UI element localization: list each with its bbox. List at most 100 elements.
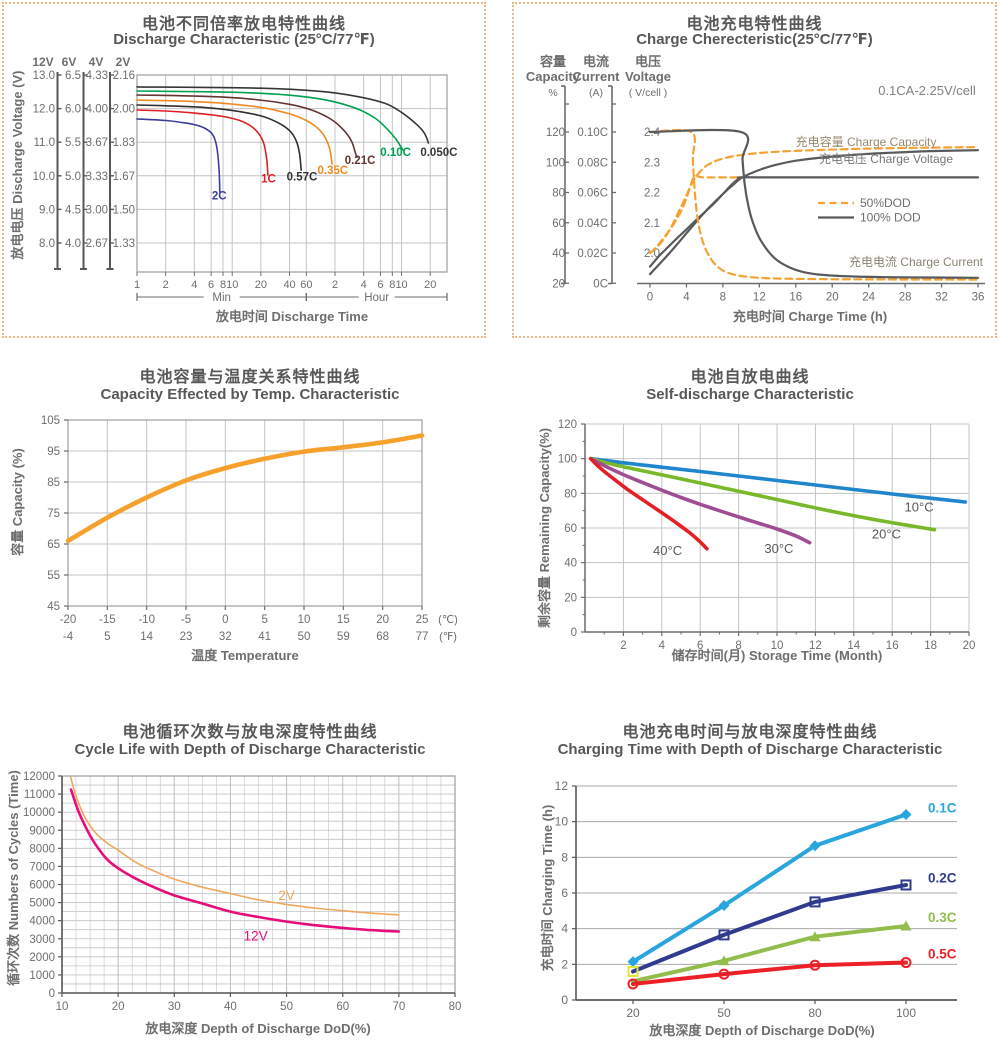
cycle-life-chart-panel: 电池循环次数与放电深度特性曲线 Cycle Life with Depth of… (0, 700, 500, 1043)
svg-text:40: 40 (224, 1001, 237, 1013)
svg-text:1.83: 1.83 (113, 137, 135, 149)
svg-text:1000: 1000 (29, 970, 55, 982)
svg-text:0.1CA-2.25V/cell: 0.1CA-2.25V/cell (878, 83, 976, 98)
self-discharge-curve-30°C: 30°C (589, 456, 812, 556)
marker-diamond (809, 840, 821, 852)
svg-text:0.35C: 0.35C (318, 165, 349, 177)
discharge-title-en: Discharge Characteristic (25°C/77℉) (113, 31, 375, 48)
svg-text:0.10C: 0.10C (380, 147, 411, 159)
svg-text:15: 15 (337, 614, 350, 626)
svg-text:充电电流 Charge Current: 充电电流 Charge Current (849, 254, 984, 269)
svg-text:6000: 6000 (29, 880, 55, 892)
svg-text:2V: 2V (278, 888, 295, 903)
svg-text:12.0: 12.0 (33, 104, 55, 116)
svg-text:-10: -10 (138, 614, 155, 626)
charging-time-title-zh: 电池充电时间与放电深度特性曲线 (622, 724, 878, 741)
svg-text:120: 120 (558, 419, 577, 431)
svg-text:16: 16 (789, 292, 802, 304)
charging-time-chart-svg: 0 2 4 6 8 10 12 20 50 80 100 0.1C 0.2C 0.3C 0.5C 充电时间 C… (540, 779, 957, 1038)
svg-text:55: 55 (47, 570, 60, 582)
svg-text:105: 105 (41, 415, 60, 427)
svg-text:电压: 电压 (635, 54, 661, 69)
svg-text:6: 6 (208, 279, 214, 291)
svg-text:5.0: 5.0 (65, 171, 81, 183)
svg-text:2: 2 (620, 640, 626, 652)
svg-text:12V: 12V (32, 55, 53, 69)
discharge-unit-brackets: Min Hour (136, 292, 448, 304)
svg-text:4: 4 (683, 292, 690, 304)
marker-square (627, 965, 639, 977)
svg-text:2.1: 2.1 (644, 218, 660, 230)
svg-text:放电时间 Discharge Time: 放电时间 Discharge Time (215, 309, 368, 324)
svg-text:20: 20 (255, 279, 267, 291)
svg-text:-15: -15 (99, 614, 116, 626)
svg-text:0.57C: 0.57C (287, 172, 318, 184)
svg-text:充电电压 Charge Voltage: 充电电压 Charge Voltage (819, 151, 953, 166)
marker-diamond (627, 956, 639, 968)
svg-text:68: 68 (376, 631, 389, 643)
svg-text:60: 60 (552, 218, 565, 230)
cycle-life-curve-12V: 12V (69, 788, 401, 944)
charge-annotation: 0.1CA-2.25V/cell (878, 83, 976, 98)
marker-square (718, 929, 730, 941)
svg-text:40°C: 40°C (653, 543, 682, 558)
svg-text:9.0: 9.0 (39, 204, 55, 216)
svg-text:20: 20 (826, 292, 839, 304)
svg-text:2: 2 (332, 279, 338, 291)
svg-text:32: 32 (219, 631, 232, 643)
svg-text:77: 77 (416, 631, 429, 643)
svg-text:10: 10 (298, 614, 311, 626)
svg-text:10: 10 (771, 640, 784, 652)
svg-text:Min: Min (212, 292, 231, 304)
svg-text:50%DOD: 50%DOD (860, 196, 911, 210)
self-discharge-curve-20°C: 20°C (589, 456, 937, 541)
discharge-curve-0.050C: 0.050C (136, 86, 457, 159)
svg-text:12: 12 (753, 292, 766, 304)
svg-text:80: 80 (552, 188, 565, 200)
self-discharge-chart-svg: 0 20 40 60 80 100 120 2 4 6 8 10 12 14 16 18 20 10°C 20°C 3… (537, 419, 975, 663)
svg-text:放电深度 Depth of Discharge DoD(%): 放电深度 Depth of Discharge DoD(%) (648, 1023, 874, 1038)
svg-text:0.10C: 0.10C (577, 127, 608, 139)
svg-text:2: 2 (561, 957, 568, 971)
svg-text:Hour: Hour (364, 292, 389, 304)
svg-text:Voltage: Voltage (625, 69, 671, 84)
discharge-grid (136, 74, 448, 273)
svg-text:0.1C: 0.1C (928, 800, 957, 815)
svg-text:放电深度 Depth of Discharge DoD(%): 放电深度 Depth of Discharge DoD(%) (144, 1021, 370, 1036)
discharge-curve-1C: 1C (136, 109, 276, 185)
capacity-temp-grid (67, 419, 423, 607)
svg-text:0: 0 (571, 627, 577, 639)
marker-square (900, 879, 912, 891)
capacity-temp-chart-panel: 电池容量与温度关系特性曲线 Capacity Effected by Temp.… (0, 350, 500, 670)
svg-text:5000: 5000 (29, 898, 55, 910)
svg-text:剩余容量 Remaining Capacity(%): 剩余容量 Remaining Capacity(%) (537, 428, 552, 628)
svg-text:10000: 10000 (23, 807, 55, 819)
svg-text:41: 41 (258, 631, 271, 643)
svg-text:4.00: 4.00 (86, 104, 108, 116)
self-discharge-title-en: Self-discharge Characteristic (646, 386, 854, 403)
svg-text:电流: 电流 (583, 54, 609, 69)
self-discharge-x-title: 储存时间(月) Storage Time (Month) (671, 648, 883, 663)
svg-text:20: 20 (626, 1006, 640, 1020)
capacity-temp-title-en: Capacity Effected by Temp. Characteristi… (100, 386, 400, 403)
capacity-temp-axes: 105 95 85 75 65 55 45-20 -4 -15 5 -10 14 -5 23 0 32 5 41 1… (41, 415, 458, 643)
svg-text:80: 80 (449, 1001, 462, 1013)
svg-text:2.16: 2.16 (113, 70, 135, 82)
svg-text:50: 50 (280, 1001, 293, 1013)
capacity-temp-curve (65, 433, 425, 544)
svg-text:8000: 8000 (29, 843, 55, 855)
charge-chart-panel: 电池充电特性曲线 Charge Cherecteristic(25°C/77℉)… (512, 2, 997, 338)
marker-circle (627, 978, 639, 990)
charge-curve-labels: 充电容量 Charge Capacity 充电电压 Charge Voltage 充… (796, 134, 984, 269)
svg-text:20: 20 (552, 278, 565, 290)
svg-text:( V/cell ): ( V/cell ) (629, 87, 668, 99)
charge-curve-current-100dod (648, 128, 980, 279)
discharge-chart-svg: 12V13.012.011.010.09.08.06V6.56.05.55.04… (10, 55, 457, 324)
self-discharge-y-title: 剩余容量 Remaining Capacity(%) (537, 428, 552, 628)
svg-text:容量 Capacity (%): 容量 Capacity (%) (10, 448, 25, 557)
svg-text:14: 14 (140, 631, 153, 643)
svg-text:-5: -5 (181, 614, 191, 626)
